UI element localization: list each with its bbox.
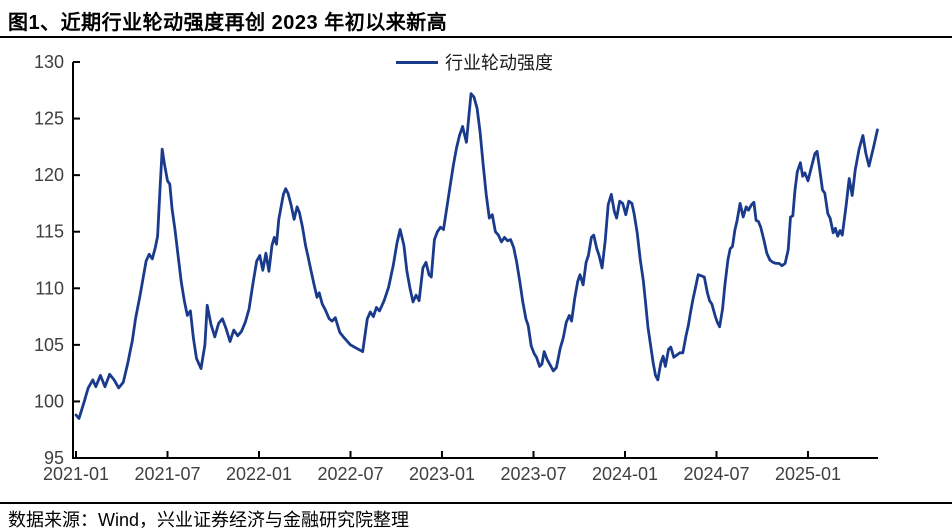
rotation-intensity-chart: 95 100 105 110 115 120 125 130 2021-01 2021-07 202… (0, 38, 952, 502)
svg-text:2023-07: 2023-07 (500, 464, 566, 484)
figure-title: 图1、近期行业轮动强度再创 2023 年初以来新高 (8, 12, 448, 34)
title-divider (0, 36, 952, 38)
chart-legend: 行业轮动强度 (396, 50, 553, 74)
svg-text:115: 115 (35, 222, 64, 242)
svg-text:2022-01: 2022-01 (226, 464, 292, 484)
svg-text:2023-01: 2023-01 (409, 464, 475, 484)
svg-text:110: 110 (35, 278, 64, 298)
svg-text:105: 105 (34, 335, 64, 355)
svg-text:120: 120 (34, 165, 64, 185)
svg-text:95: 95 (44, 448, 64, 468)
legend-label: 行业轮动强度 (445, 53, 553, 73)
svg-text:130: 130 (34, 52, 64, 72)
svg-text:100: 100 (34, 391, 64, 411)
svg-text:125: 125 (34, 109, 64, 129)
chart-canvas: 95 100 105 110 115 120 125 130 2021-01 2021-07 202… (34, 52, 879, 484)
source-divider (0, 502, 952, 504)
svg-text:2022-07: 2022-07 (317, 464, 383, 484)
data-source-note: 数据来源：Wind，兴业证券经济与金融研究院整理 (8, 510, 410, 529)
svg-text:2021-07: 2021-07 (134, 464, 200, 484)
svg-text:2024-01: 2024-01 (592, 464, 658, 484)
legend-line-swatch (396, 60, 438, 64)
svg-text:2025-01: 2025-01 (775, 464, 841, 484)
svg-text:2021-01: 2021-01 (43, 464, 109, 484)
svg-text:2024-07: 2024-07 (683, 464, 749, 484)
